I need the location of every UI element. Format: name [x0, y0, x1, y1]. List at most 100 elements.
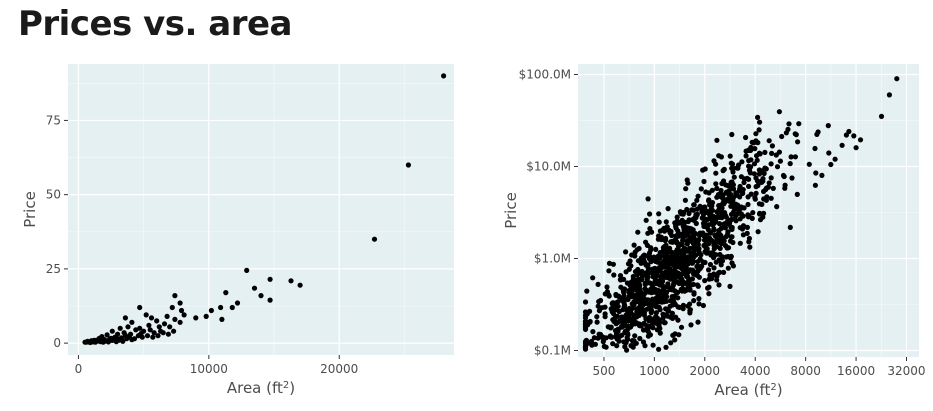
y-tick-label: 25 [46, 262, 61, 276]
data-point [729, 165, 735, 171]
data-point [631, 242, 637, 248]
data-point [686, 210, 692, 217]
data-point [723, 254, 729, 260]
data-point [746, 163, 752, 169]
data-point [713, 181, 719, 187]
data-point [706, 284, 712, 290]
data-point [698, 186, 704, 192]
data-point [117, 325, 123, 331]
data-point [789, 175, 795, 181]
data-point [150, 334, 156, 340]
data-point [812, 145, 818, 152]
data-point [643, 217, 649, 223]
data-point [644, 270, 651, 276]
data-point [605, 292, 612, 298]
x-tick-label: 2000 [690, 364, 721, 378]
data-point [658, 280, 664, 286]
data-point [839, 142, 845, 148]
data-point [717, 191, 723, 197]
data-point [122, 332, 128, 338]
data-point [624, 347, 630, 353]
data-point [193, 315, 199, 321]
data-point [656, 323, 662, 329]
data-point [640, 327, 647, 333]
data-point [684, 238, 691, 244]
data-point [594, 319, 600, 325]
data-point [713, 170, 719, 176]
data-point [746, 239, 752, 245]
data-point [628, 324, 634, 330]
data-point [713, 239, 719, 245]
data-point [637, 335, 643, 342]
data-point [158, 328, 164, 334]
data-point [727, 219, 733, 226]
data-point [657, 330, 663, 336]
data-point [645, 230, 651, 236]
data-point [636, 245, 642, 252]
data-point [670, 282, 676, 288]
data-point [779, 133, 785, 140]
data-point [611, 272, 617, 278]
data-point [694, 272, 701, 279]
data-point [146, 322, 152, 328]
data-point [658, 261, 664, 267]
data-point [751, 161, 758, 167]
data-point [743, 134, 749, 141]
data-point [602, 304, 608, 310]
data-point [853, 145, 859, 151]
data-point [648, 259, 654, 265]
data-point [681, 209, 687, 216]
data-point [652, 266, 658, 272]
data-point [614, 343, 620, 349]
data-point [685, 285, 691, 291]
data-point [644, 327, 651, 334]
data-point [653, 258, 659, 264]
data-point [647, 226, 653, 232]
data-point [675, 317, 681, 323]
data-point [624, 280, 631, 286]
data-point [129, 319, 135, 325]
data-point [590, 275, 596, 281]
data-point [165, 331, 171, 337]
data-point [109, 328, 115, 334]
x-tick-label: 8000 [790, 364, 821, 378]
data-point [405, 162, 411, 168]
y-tick-label: $10.0M [526, 159, 571, 173]
data-point [598, 297, 604, 304]
data-point [796, 121, 802, 127]
data-point [610, 341, 616, 347]
data-point [768, 195, 774, 201]
data-point [624, 318, 630, 324]
data-point [709, 276, 715, 282]
data-point [614, 313, 620, 319]
data-point [689, 267, 696, 273]
y-axis-title: Price [502, 192, 520, 229]
data-point [740, 223, 747, 229]
scatter-points [582, 76, 900, 353]
data-point [756, 127, 762, 133]
data-point [727, 153, 733, 159]
data-point [656, 219, 662, 225]
y-tick-label: $100.0M [519, 67, 571, 81]
data-point [656, 346, 662, 352]
data-point [663, 219, 669, 225]
data-point [740, 187, 746, 193]
data-point [825, 123, 831, 129]
data-point [608, 325, 614, 331]
data-point [700, 215, 706, 221]
data-point [813, 170, 819, 176]
data-point [693, 220, 699, 227]
data-point [632, 321, 638, 327]
data-point [663, 312, 669, 318]
data-point [673, 225, 679, 231]
data-point [630, 276, 636, 282]
data-point [725, 183, 731, 189]
data-point [762, 149, 768, 155]
data-point [693, 246, 699, 252]
data-point [764, 194, 770, 200]
data-point [730, 239, 736, 246]
data-point [610, 307, 616, 313]
data-point [711, 265, 717, 271]
x-axis-title-sup: 2 [283, 380, 289, 391]
data-point [646, 280, 653, 286]
